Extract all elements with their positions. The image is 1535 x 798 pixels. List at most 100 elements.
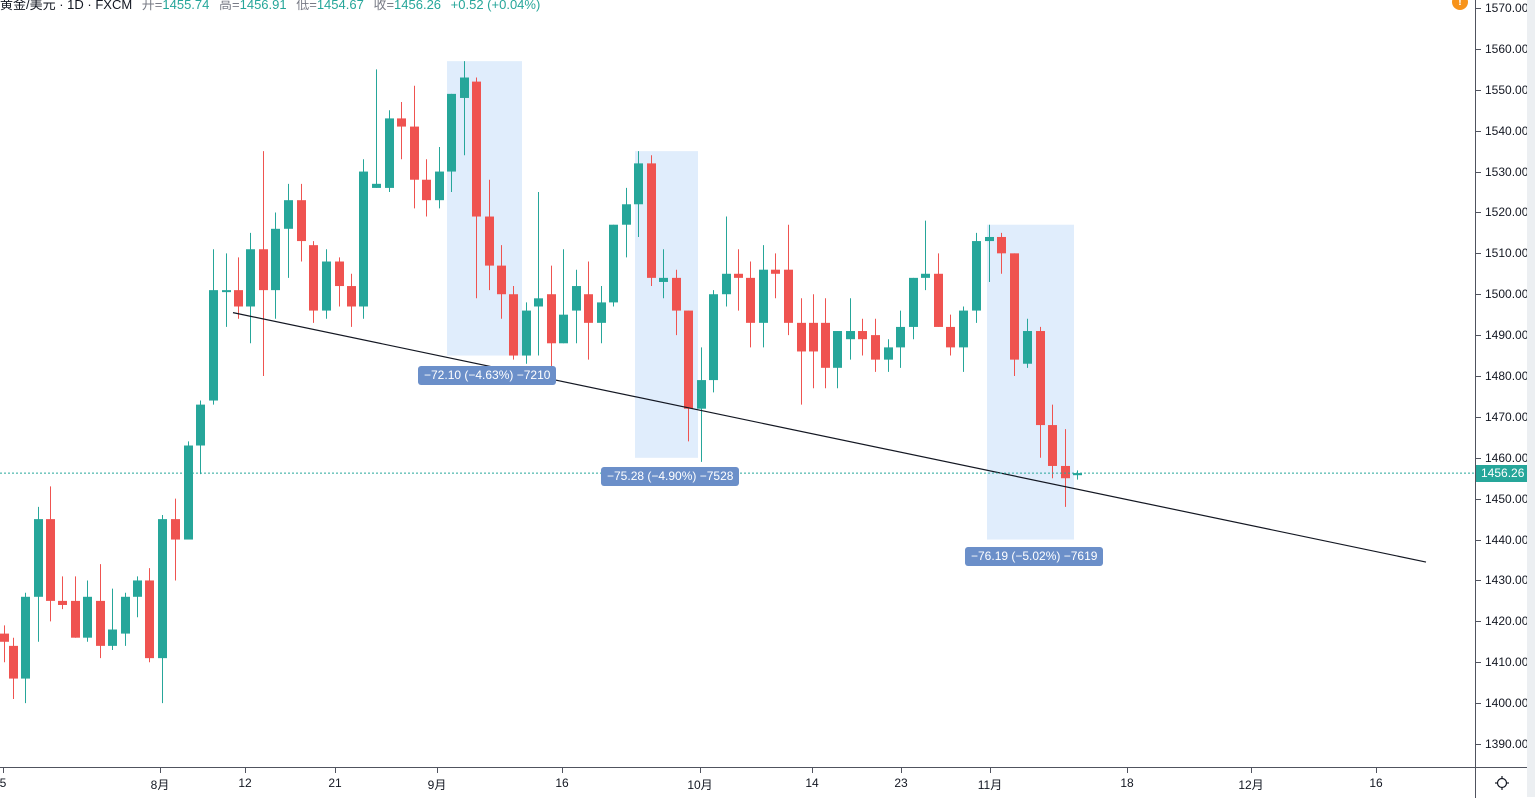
time-tick (1127, 768, 1128, 773)
scrollbar[interactable] (1527, 0, 1535, 797)
time-tick (245, 768, 246, 773)
time-label: 14 (805, 776, 819, 790)
price-tick (1476, 212, 1481, 214)
candlestick-chart (0, 61, 1475, 704)
price-tick (1476, 294, 1481, 296)
candle (322, 249, 331, 319)
candle (934, 253, 943, 327)
price-label: 1420.00 (1485, 614, 1529, 629)
candle (746, 261, 755, 348)
candle (0, 625, 9, 663)
price-axis[interactable]: 1570.00 1560.00 1550.00 1540.00 1530.00 1520.… (1475, 0, 1528, 767)
price-label: 1550.00 (1485, 82, 1529, 97)
candle (559, 249, 568, 344)
price-tick (1476, 253, 1481, 255)
candle (997, 232, 1006, 274)
price-tick (1476, 457, 1481, 459)
price-label: 1410.00 (1485, 655, 1529, 670)
candle (684, 310, 693, 442)
candle (584, 261, 593, 360)
candle (622, 187, 631, 258)
candle (297, 183, 306, 262)
candle (909, 277, 918, 340)
price-tick (1476, 498, 1481, 500)
price-label: 1510.00 (1485, 246, 1529, 261)
gear-icon (1495, 776, 1509, 790)
price-tick (1476, 416, 1481, 418)
trendline[interactable] (232, 312, 1427, 563)
time-label: 5 (0, 776, 7, 790)
candle (397, 102, 406, 160)
candle (896, 310, 905, 368)
close-label: 收= (373, 0, 395, 12)
symbol-legend: 黄金/美元 · 1D · FXCM 开=1455.74 高=1456.91 低=… (0, 0, 540, 13)
candle (871, 318, 880, 372)
candle (209, 249, 218, 405)
candle (522, 302, 531, 364)
time-axis[interactable]: 5 8月 12 21 9月 16 10月 14 23 11月 18 12月 16 (0, 767, 1475, 798)
candle (697, 347, 706, 462)
time-label: 23 (894, 776, 908, 790)
candle (722, 216, 731, 307)
price-tick (1476, 89, 1481, 91)
measure-highlight-box[interactable] (987, 224, 1074, 540)
candle (21, 592, 30, 704)
price-label: 1400.00 (1485, 696, 1529, 711)
symbol-title[interactable]: 黄金/美元 · 1D · FXCM (0, 0, 133, 12)
price-tick (1476, 621, 1481, 623)
candle (497, 245, 506, 319)
candle (485, 179, 494, 291)
candle (1073, 470, 1082, 480)
candle (985, 224, 994, 282)
time-tick (1251, 768, 1252, 773)
candle (634, 151, 643, 237)
candle (659, 249, 668, 299)
price-label: 1570.00 (1485, 1, 1529, 15)
measurement-label: −76.19 (−5.02%) −7619 (965, 547, 1104, 566)
time-label: 10月 (687, 778, 713, 792)
candle (435, 147, 444, 209)
price-label: 1430.00 (1485, 573, 1529, 588)
candle (133, 576, 142, 618)
candle (959, 306, 968, 372)
price-tick (1476, 8, 1481, 9)
candle (71, 576, 80, 638)
price-tick (1476, 130, 1481, 132)
price-label: 1390.00 (1485, 737, 1529, 751)
price-tick (1476, 703, 1481, 705)
candle (797, 298, 806, 405)
time-label: 12月 (1238, 778, 1264, 792)
candle (534, 192, 543, 356)
time-tick (3, 768, 4, 773)
chart-plot-area[interactable]: −72.10 (−4.63%) −7210 −75.28 (−4.90%) −75… (0, 0, 1475, 767)
candle (271, 212, 280, 319)
candle (158, 515, 167, 704)
chart-settings-button[interactable] (1475, 767, 1528, 798)
candle (460, 61, 469, 156)
price-tick (1476, 580, 1481, 582)
price-label: 1500.00 (1485, 287, 1529, 302)
current-price-tag: 1456.26 (1476, 464, 1528, 482)
candle (422, 159, 431, 217)
candle (946, 314, 955, 356)
candle (1023, 318, 1032, 368)
candle (472, 77, 481, 299)
candle (447, 93, 456, 193)
candle (771, 253, 780, 299)
candle (547, 265, 556, 368)
high-label: 高= (219, 0, 240, 12)
time-tick (700, 768, 701, 773)
time-label: 12 (238, 776, 252, 790)
candle (108, 588, 117, 650)
candle (846, 298, 855, 360)
candle (385, 110, 394, 193)
candle (1010, 253, 1019, 377)
candle (171, 498, 180, 581)
time-label: 9月 (427, 778, 447, 792)
time-tick (335, 768, 336, 773)
candle (410, 85, 419, 209)
warning-icon[interactable]: ! (1452, 0, 1468, 10)
candle (9, 637, 18, 700)
candle (809, 294, 818, 389)
candle (609, 224, 618, 307)
